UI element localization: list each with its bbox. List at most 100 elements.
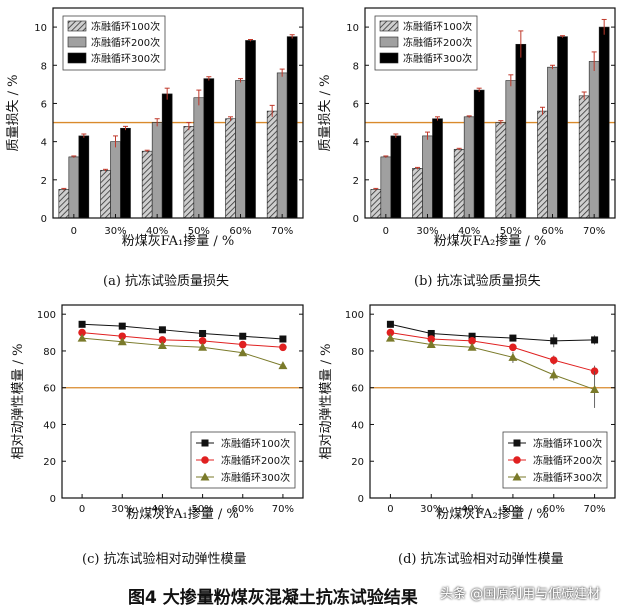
series-1 — [386, 320, 599, 348]
marker-square — [591, 336, 599, 344]
y-tick-label: 6 — [353, 99, 359, 110]
series-2 — [78, 328, 287, 352]
bar — [588, 61, 600, 219]
bar — [463, 116, 475, 219]
y-tick-label: 10 — [346, 23, 359, 34]
x-tick-label: 30% — [104, 226, 126, 237]
series-1 — [370, 91, 590, 219]
legend-label: 冻融循环300次 — [403, 52, 472, 65]
series-3 — [77, 333, 288, 370]
legend-marker — [201, 456, 209, 464]
marker-square — [158, 326, 166, 334]
bar — [547, 66, 558, 219]
series-2 — [386, 328, 599, 377]
bar — [370, 189, 382, 219]
marker-triangle — [508, 352, 518, 361]
plot-frame — [61, 304, 304, 499]
marker-triangle — [198, 342, 208, 351]
legend-marker — [513, 439, 521, 447]
y-tick-label: 6 — [41, 99, 47, 110]
y-tick-label: 40 — [43, 420, 56, 431]
bar — [390, 135, 402, 219]
legend-swatch — [67, 52, 87, 64]
x-axis-label: 粉煤灰FA₂掺量 / % — [434, 233, 547, 249]
y-tick-label: 20 — [43, 457, 56, 468]
marker-circle — [78, 328, 86, 337]
bar — [422, 135, 433, 219]
marker-triangle — [549, 370, 559, 379]
bar — [141, 150, 153, 219]
series-line — [82, 337, 284, 367]
marker-triangle — [117, 337, 127, 346]
legend-label: 冻融循环300次 — [221, 471, 290, 484]
bar — [193, 97, 205, 219]
legend-marker — [201, 439, 209, 447]
bar — [235, 80, 246, 219]
bar — [537, 110, 548, 219]
bar — [557, 36, 568, 219]
plot-frame — [52, 7, 304, 219]
legend-label: 冻融循环200次 — [403, 36, 472, 49]
x-tick-label: 50% — [191, 504, 213, 515]
bar — [598, 26, 610, 219]
legend-label: 冻融循环200次 — [533, 454, 602, 467]
chart-c: 0 20 40 60 80 100 0 30% 40% 50% 60% 70% 粉煤灰FA₁掺量 / %… — [11, 304, 304, 522]
series-line — [390, 332, 595, 372]
y-axis-label: 相对动弹性模量 / % — [319, 344, 334, 460]
marker-triangle — [467, 342, 477, 351]
marker-square — [118, 322, 126, 330]
marker-circle — [118, 332, 127, 341]
series-line — [82, 323, 283, 340]
y-tick-label: 0 — [41, 214, 47, 225]
marker-square — [468, 332, 476, 340]
x-tick-label: 60% — [541, 226, 563, 237]
bar — [110, 141, 121, 219]
y-tick-label: 100 — [345, 310, 364, 321]
y-tick-label: 60 — [351, 384, 364, 395]
chart-a: 0 2 4 6 8 10 0 30% 40% 50% 60% 70% 粉煤灰FA₁掺量 / % 质量损失 … — [6, 7, 304, 249]
bar — [380, 156, 392, 219]
legend-label: 冻融循环100次 — [221, 437, 290, 450]
marker-circle — [509, 343, 517, 352]
x-tick-label: 50% — [502, 504, 524, 515]
x-axis-label: 粉煤灰FA₂掺量 / % — [436, 506, 549, 522]
legend-label: 冻融循环300次 — [91, 52, 160, 65]
marker-triangle — [278, 361, 288, 370]
x-tick-label: 70% — [583, 504, 605, 515]
marker-triangle — [385, 333, 395, 342]
x-tick-label: 60% — [229, 226, 251, 237]
bar — [78, 135, 90, 219]
marker-circle — [386, 328, 395, 337]
x-tick-label: 40% — [151, 504, 173, 515]
marker-square — [239, 332, 247, 340]
marker-triangle — [426, 340, 436, 349]
chart-d: 0 20 40 60 80 100 0 30% 40% 50% 60% 70% 粉煤灰FA₂掺量 / %… — [319, 304, 616, 522]
series-3 — [385, 333, 600, 408]
x-tick-label: 0 — [383, 226, 389, 237]
bar — [266, 110, 278, 219]
legend-swatch — [379, 36, 399, 48]
caption-d: (d) 抗冻试验相对动弹性模量 — [398, 552, 564, 567]
x-tick-label: 30% — [420, 504, 442, 515]
marker-triangle — [590, 385, 600, 394]
bar — [120, 127, 131, 219]
figure-title: 图4 大掺量粉煤灰混凝土抗冻试验结果 — [128, 588, 418, 608]
y-axis-label: 质量损失 / % — [318, 75, 333, 152]
bar — [515, 43, 527, 219]
chart-b: 0 2 4 6 8 10 0 30% 40% 50% 60% 70% 粉煤灰FA₂掺量 / % 质量损失 … — [318, 7, 616, 249]
legend-swatch — [67, 20, 87, 32]
bar — [495, 122, 507, 219]
caption-b: (b) 抗冻试验质量损失 — [414, 274, 541, 289]
bar — [58, 189, 70, 219]
y-tick-label: 40 — [351, 420, 364, 431]
x-tick-label: 0 — [387, 504, 393, 515]
plot-frame — [364, 7, 616, 219]
bar — [161, 93, 173, 219]
marker-square — [386, 320, 394, 328]
marker-circle — [198, 337, 207, 345]
y-tick-label: 60 — [43, 384, 56, 395]
y-tick-label: 0 — [358, 494, 364, 505]
series-line — [390, 337, 595, 391]
